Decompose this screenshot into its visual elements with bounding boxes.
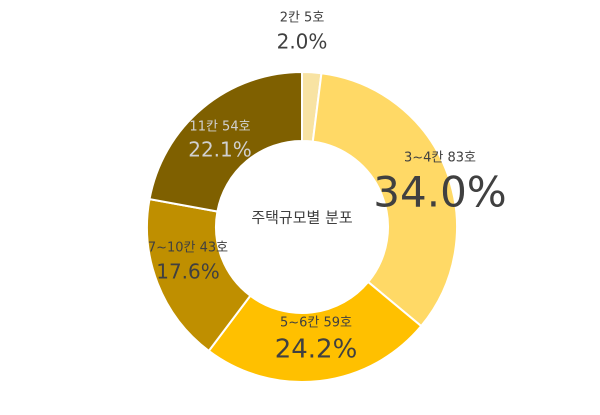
category-label: 5~6칸 59호 [280,316,352,331]
value-label: 34.0% [373,168,506,217]
slice [207,280,423,383]
category-label: 2칸 5호 [280,11,325,26]
slice [311,72,458,328]
value-label: 24.2% [275,335,358,365]
chart-title: 주택규모별 분포 [251,209,353,227]
value-label: 2.0% [277,30,328,54]
category-label: 7~10칸 43호 [148,241,228,256]
value-label: 22.1% [188,138,252,162]
value-label: 17.6% [156,260,220,284]
category-label: 11칸 54호 [189,120,250,135]
slice [148,70,303,213]
category-label: 3~4칸 83호 [404,151,476,166]
